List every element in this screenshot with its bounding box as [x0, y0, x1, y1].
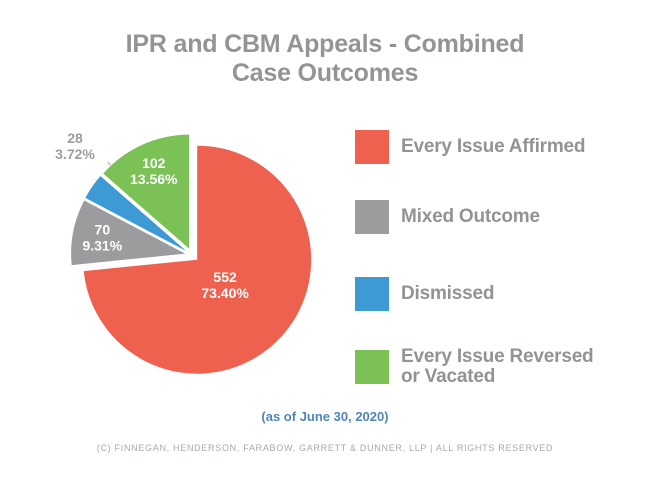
legend-label-mixed-outcome: Mixed Outcome: [401, 206, 540, 228]
slice-pct-every-issue-affirmed: 73.40%: [201, 285, 249, 301]
pie-slice-mixed-outcome: [71, 200, 186, 266]
legend-swatch-every-issue-reversed-or-vacated: [355, 349, 389, 384]
legend-item-every-issue-reversed-or-vacated: Every Issue Reversed or Vacated: [355, 347, 621, 386]
slice-value-every-issue-affirmed: 552: [213, 269, 237, 285]
legend-label-every-issue-affirmed: Every Issue Affirmed: [401, 136, 586, 158]
slice-value-every-issue-reversed-or-vacated: 102: [142, 155, 166, 171]
chart-title-line2: Case Outcomes: [231, 59, 419, 87]
legend-label-every-issue-reversed-or-vacated: Every Issue Reversed or Vacated: [401, 346, 594, 387]
legend-item-dismissed: Dismissed: [355, 277, 621, 311]
chart-title: IPR and CBM Appeals - Combined Case Outco…: [0, 30, 650, 88]
as-of-date: (as of June 30, 2020): [261, 409, 389, 424]
legend-swatch-mixed-outcome: [355, 200, 389, 234]
legend-label-dismissed: Dismissed: [401, 283, 495, 305]
copyright: (C) FINNEGAN, HENDERSON, FARABOW, GARRET…: [96, 443, 554, 453]
pie-slice-every-issue-affirmed: [83, 145, 312, 374]
legend-swatch-dismissed: [355, 277, 389, 311]
slice-pct-every-issue-reversed-or-vacated: 13.56%: [130, 171, 178, 187]
slice-pct-mixed-outcome: 9.31%: [82, 238, 122, 254]
chart-title-line1: IPR and CBM Appeals - Combined: [125, 30, 525, 58]
slice-value-mixed-outcome: 70: [95, 222, 111, 238]
pie-slice-dismissed: [85, 175, 187, 252]
legend-swatch-every-issue-affirmed: [355, 130, 389, 164]
slice-value-dismissed: 28: [67, 130, 83, 146]
slice-pct-dismissed: 3.72%: [55, 146, 95, 162]
pie-chart: 552 73.40% 70 9.31% 28 3.72% 102 13.56%: [0, 100, 350, 430]
legend-item-mixed-outcome: Mixed Outcome: [355, 200, 621, 234]
pie-slice-every-issue-reversed-or-vacated: [103, 134, 190, 249]
legend-item-every-issue-affirmed: Every Issue Affirmed: [355, 130, 621, 164]
legend: Every Issue Affirmed Mixed Outcome Dismiss…: [355, 0, 645, 487]
